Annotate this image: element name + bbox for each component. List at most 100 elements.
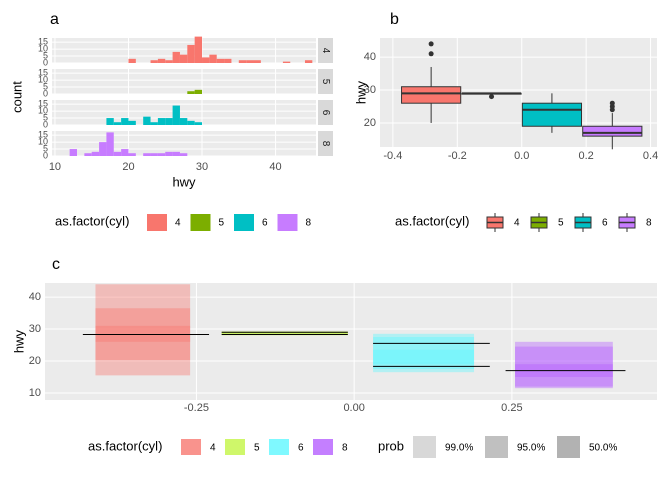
bar: [253, 60, 261, 63]
legend-key: [485, 436, 508, 458]
legend-label: 8: [306, 218, 312, 229]
panel-background: [45, 283, 657, 400]
legend-title: prob: [378, 438, 404, 453]
x-tick-label: 0.4: [643, 150, 658, 162]
y-tick-label: 5: [43, 143, 48, 153]
bar: [179, 153, 188, 156]
bar: [121, 118, 129, 125]
legend-label: 4: [514, 218, 520, 229]
y-tick-label: 0: [43, 88, 48, 98]
y-tick-label: 20: [29, 355, 41, 367]
interval: [221, 331, 348, 336]
y-tick-label: 20: [364, 117, 376, 129]
bar: [187, 44, 195, 63]
x-tick-label: 40: [269, 161, 281, 173]
facet-label: 5: [320, 79, 331, 85]
bar: [113, 122, 122, 125]
interval: [515, 346, 613, 387]
bar: [121, 149, 129, 156]
legend-label: 99.0%: [445, 443, 473, 454]
bar: [143, 116, 151, 125]
legend-label: 8: [646, 218, 652, 229]
bar: [106, 118, 114, 125]
panel-tag: c: [52, 256, 60, 273]
legend-key: [147, 214, 167, 231]
outlier: [489, 94, 495, 100]
legend-key: [225, 439, 245, 455]
legend-label: 6: [298, 443, 304, 454]
legend-key: [181, 439, 201, 455]
bar: [238, 60, 247, 63]
y-axis-label: hwy: [11, 329, 26, 353]
interval: [221, 331, 348, 335]
legend-key: [269, 439, 289, 455]
bar: [304, 60, 313, 63]
bar: [246, 60, 254, 63]
y-tick-label: 15: [38, 68, 48, 78]
bar: [157, 58, 166, 63]
facet-label: 4: [320, 48, 331, 54]
facet-strip: [318, 100, 333, 125]
legend-label: 4: [210, 443, 216, 454]
bar: [282, 61, 291, 63]
facet-strip: [318, 69, 333, 94]
facet-label: 8: [320, 141, 331, 147]
bar: [179, 118, 188, 125]
x-tick-label: 0.00: [343, 402, 364, 414]
interval: [515, 341, 613, 389]
y-tick-label: 5: [43, 50, 48, 60]
y-tick-label: 15: [38, 130, 48, 140]
y-tick-label: 10: [29, 387, 41, 399]
legend-key: [225, 439, 245, 455]
x-tick-label: 10: [49, 161, 61, 173]
y-tick-label: 40: [364, 51, 376, 63]
y-axis-label: hwy: [353, 80, 368, 104]
x-tick-label: 30: [196, 161, 208, 173]
outlier: [428, 51, 434, 57]
y-tick-label: 5: [43, 81, 48, 91]
legend-title: as.factor(cyl): [88, 438, 162, 453]
legend-label: 8: [342, 443, 348, 454]
facet-label: 6: [320, 110, 331, 116]
y-tick-label: 15: [38, 37, 48, 47]
legend-key: [269, 439, 289, 455]
y-tick-label: 10: [38, 105, 48, 115]
legend-key: [181, 439, 201, 455]
legend-title: as.factor(cyl): [55, 213, 129, 228]
outlier: [609, 100, 615, 106]
x-tick-label: -0.25: [184, 402, 209, 414]
bar: [187, 120, 195, 125]
interval: [221, 332, 348, 335]
bar: [128, 120, 136, 125]
legend-key: [234, 214, 254, 231]
bar: [128, 153, 136, 156]
bar: [106, 132, 114, 156]
legend-label: 5: [254, 443, 260, 454]
y-tick-label: 10: [38, 136, 48, 146]
bar: [172, 51, 180, 63]
y-axis-label: count: [9, 81, 24, 113]
bar: [194, 36, 203, 63]
bar: [150, 60, 158, 63]
legend-key: [313, 439, 333, 455]
legend-key: [557, 436, 580, 458]
legend-title: as.factor(cyl): [395, 213, 469, 228]
x-tick-label: -0.4: [383, 150, 402, 162]
bar: [150, 122, 158, 125]
legend-key: [190, 214, 211, 231]
bar: [179, 54, 188, 63]
bar: [157, 153, 166, 156]
legend-label: 6: [262, 218, 268, 229]
x-tick-label: 0.0: [514, 150, 529, 162]
y-tick-label: 30: [364, 84, 376, 96]
bar: [157, 118, 166, 125]
bar: [99, 142, 107, 156]
bar: [165, 118, 173, 125]
y-tick-label: 0: [43, 57, 48, 67]
legend-label: 5: [219, 218, 225, 229]
box: [521, 102, 583, 127]
legend-label: 4: [175, 218, 181, 229]
box: [582, 125, 643, 137]
interval: [95, 284, 191, 376]
y-tick-label: 10: [38, 74, 48, 84]
